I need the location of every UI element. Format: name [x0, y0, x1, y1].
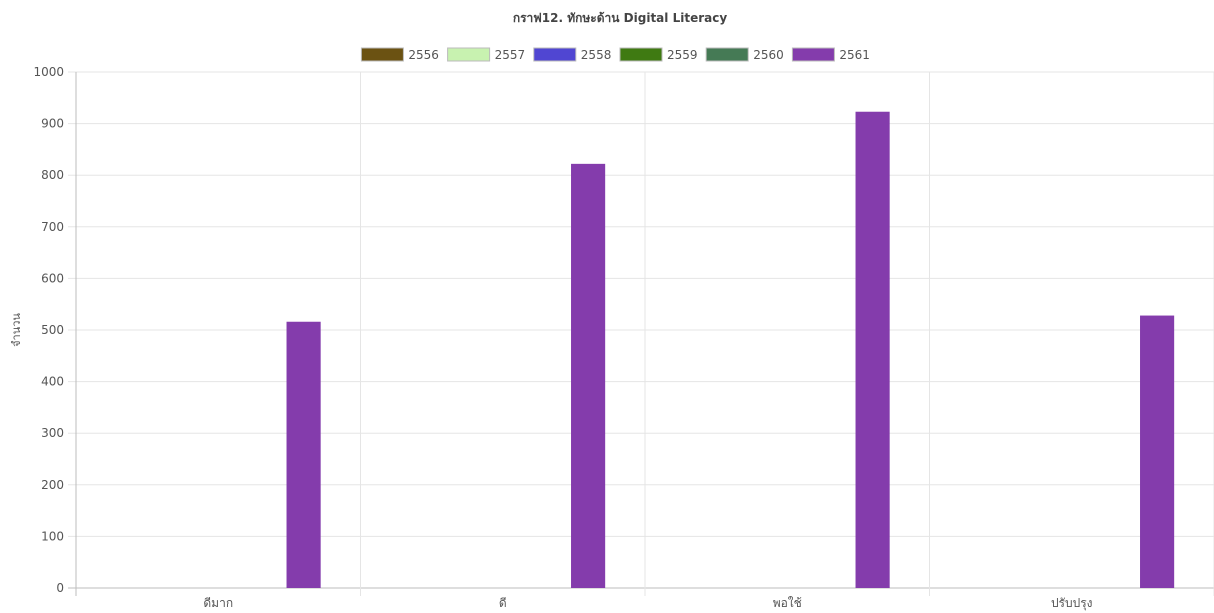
- legend-swatch-2561[interactable]: [791, 47, 835, 62]
- bar-2561[interactable]: [1140, 315, 1175, 588]
- chart-title: กราฟ12. ทักษะด้าน Digital Literacy: [513, 11, 727, 25]
- y-tick-label: 100: [41, 529, 64, 543]
- y-tick-label: 400: [41, 375, 64, 389]
- y-tick-label: 0: [56, 581, 64, 595]
- x-tick-label: พอใช้: [773, 596, 802, 610]
- legend-label-2561[interactable]: 2561: [839, 48, 870, 62]
- y-tick-label: 800: [41, 168, 64, 182]
- legend-label-2556[interactable]: 2556: [408, 48, 439, 62]
- legend-swatch-2558[interactable]: [533, 47, 577, 62]
- grid: [68, 71, 1214, 596]
- y-axis: 0 100 200 300 400 500 600 700 800 900 1000: [33, 65, 64, 595]
- x-tick-label: ปรับปรุง: [1051, 596, 1093, 611]
- legend-label-2560[interactable]: 2560: [753, 48, 784, 62]
- y-tick-label: 900: [41, 117, 64, 131]
- y-tick-label: 600: [41, 271, 64, 285]
- bar-2561[interactable]: [571, 163, 606, 588]
- x-tick-label: ดี: [499, 596, 507, 610]
- legend-label-2559[interactable]: 2559: [667, 48, 698, 62]
- y-tick-label: 300: [41, 426, 64, 440]
- legend-swatch-2560[interactable]: [705, 47, 749, 62]
- y-axis-label: จำนวน: [10, 313, 23, 347]
- legend: 2556 2557 2558 2559 2560 2561: [360, 47, 870, 62]
- bar-2561[interactable]: [286, 321, 321, 588]
- legend-swatch-2559[interactable]: [619, 47, 663, 62]
- legend-swatch-2557[interactable]: [447, 47, 491, 62]
- y-tick-label: 500: [41, 323, 64, 337]
- y-tick-label: 700: [41, 220, 64, 234]
- legend-label-2557[interactable]: 2557: [495, 48, 526, 62]
- bars: [286, 111, 1175, 589]
- x-axis: ดีมาก ดี พอใช้ ปรับปรุง: [203, 596, 1092, 611]
- x-tick-label: ดีมาก: [203, 596, 233, 610]
- y-tick-label: 1000: [33, 65, 64, 79]
- bar-2561[interactable]: [855, 111, 890, 589]
- legend-label-2558[interactable]: 2558: [581, 48, 612, 62]
- y-tick-label: 200: [41, 478, 64, 492]
- legend-swatch-2556[interactable]: [360, 47, 404, 62]
